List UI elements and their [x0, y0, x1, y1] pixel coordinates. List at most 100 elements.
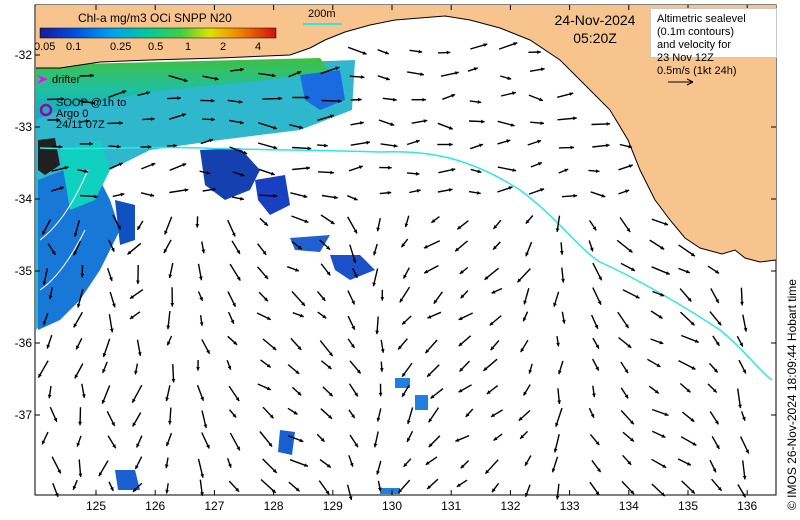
velocity-arrowhead — [328, 392, 333, 397]
velocity-arrowhead — [48, 295, 53, 300]
velocity-arrowhead — [485, 469, 490, 474]
velocity-arrowhead — [264, 275, 268, 279]
velocity-arrowhead — [360, 121, 364, 125]
velocity-arrowhead — [273, 145, 278, 150]
velocity-arrowhead — [628, 164, 633, 168]
velocity-arrowhead — [431, 219, 436, 223]
velocity-arrowhead — [427, 315, 432, 319]
velocity-arrowhead — [231, 232, 236, 237]
velocity-arrowhead — [460, 294, 465, 299]
velocity-arrowhead — [492, 488, 496, 493]
velocity-arrowhead — [326, 245, 330, 250]
velocity-arrowhead — [742, 369, 746, 374]
velocity-arrowhead — [196, 367, 200, 371]
velocity-arrowhead — [446, 50, 451, 55]
velocity-arrowhead — [354, 392, 358, 397]
velocity-arrowhead — [203, 424, 208, 429]
x-tick-label: 134 — [618, 499, 639, 513]
velocity-arrowhead — [402, 392, 406, 397]
velocity-arrowhead — [569, 92, 574, 96]
velocity-arrowhead — [132, 488, 137, 492]
velocity-arrowhead — [573, 193, 577, 198]
velocity-arrowhead — [373, 443, 378, 448]
velocity-arrowhead — [235, 487, 239, 492]
velocity-arrowhead — [201, 249, 206, 254]
velocity-arrowhead — [716, 445, 720, 449]
velocity-arrowhead — [493, 245, 497, 250]
velocity-arrowhead — [57, 469, 61, 474]
velocity-arrowhead — [428, 443, 433, 448]
legend-tick: 1 — [185, 41, 192, 53]
velocity-arrowhead — [326, 463, 331, 468]
velocity-arrowhead — [486, 390, 491, 394]
velocity-arrowhead — [206, 170, 211, 175]
velocity-arrowhead — [335, 66, 340, 71]
velocity-arrowhead — [476, 191, 481, 195]
velocity-arrowhead — [210, 98, 215, 103]
velocity-arrowhead — [151, 162, 156, 167]
info-line: 23 Nov 12Z — [657, 52, 714, 64]
velocity-arrowhead — [303, 194, 308, 199]
velocity-arrowhead — [60, 97, 65, 101]
velocity-arrowhead — [118, 162, 123, 167]
velocity-arrowhead — [490, 346, 495, 351]
velocity-vectors — [37, 42, 750, 501]
velocity-arrowhead — [564, 168, 569, 173]
date-day: 24-Nov-2024 — [554, 12, 636, 28]
velocity-arrowhead — [164, 464, 169, 469]
velocity-arrowhead — [448, 188, 453, 192]
velocity-arrowhead — [662, 464, 667, 468]
velocity-arrowhead — [715, 341, 720, 346]
velocity-arrowhead — [398, 345, 402, 350]
velocity-arrowhead — [233, 341, 238, 345]
velocity-arrowhead — [715, 299, 719, 303]
velocity-arrowhead — [360, 75, 365, 79]
legend-tick: 0.5 — [148, 41, 164, 53]
info-box — [650, 8, 777, 58]
velocity-arrowhead — [465, 413, 470, 417]
velocity-arrowhead — [508, 186, 513, 190]
soop-label: SOOP @1h to — [56, 97, 127, 109]
velocity-arrowhead — [238, 100, 243, 104]
velocity-arrowhead — [713, 368, 718, 373]
velocity-arrowhead — [73, 232, 78, 237]
velocity-arrowhead — [295, 268, 299, 272]
legend-title: Chl-a mg/m3 OCi SNPP N20 — [78, 11, 232, 25]
velocity-arrowhead — [372, 282, 377, 287]
info-text: Altimetric sealevel (0.1m contours) and … — [657, 13, 746, 78]
velocity-arrowhead — [58, 145, 63, 149]
velocity-arrowhead — [72, 485, 77, 490]
velocity-arrowhead — [227, 365, 232, 370]
velocity-arrowhead — [555, 422, 559, 427]
velocity-arrowhead — [84, 169, 89, 174]
velocity-arrowhead — [712, 468, 717, 473]
velocity-arrowhead — [358, 97, 362, 102]
velocity-arrowhead — [271, 73, 276, 78]
velocity-arrowhead — [297, 346, 302, 350]
velocity-arrowhead — [630, 437, 634, 442]
argo-date: 24/11 07Z — [56, 119, 105, 131]
velocity-arrowhead — [60, 186, 64, 191]
velocity-arrowhead — [660, 245, 665, 250]
velocity-arrowhead — [398, 488, 403, 493]
velocity-arrowhead — [660, 292, 665, 297]
sealevel-contour — [39, 169, 89, 241]
velocity-arrowhead — [430, 394, 435, 399]
legend-vector-arrowhead — [686, 78, 694, 86]
x-tick-label: 125 — [85, 499, 107, 513]
velocity-arrowhead — [553, 448, 558, 453]
velocity-arrowhead — [304, 219, 309, 223]
velocity-arrowhead — [136, 443, 140, 448]
velocity-arrowhead — [690, 252, 695, 257]
velocity-arrowhead — [686, 388, 691, 393]
velocity-arrowhead — [513, 42, 518, 46]
velocity-arrowhead — [51, 250, 56, 255]
velocity-arrowhead — [73, 323, 78, 328]
velocity-arrowhead — [47, 394, 52, 399]
velocity-arrowhead — [266, 316, 271, 320]
velocity-arrowhead — [392, 97, 397, 102]
velocity-arrowhead — [273, 125, 277, 130]
y-tick-label: -34 — [14, 192, 32, 206]
velocity-arrowhead — [293, 410, 298, 415]
velocity-arrowhead — [353, 229, 357, 234]
